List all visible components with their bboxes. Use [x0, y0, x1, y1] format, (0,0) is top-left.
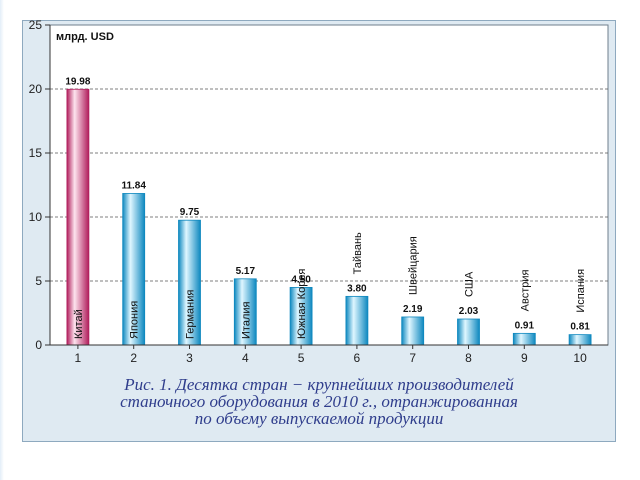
bars — [66, 88, 592, 346]
bar-1 — [66, 88, 90, 346]
data-label-10: 0.81 — [570, 322, 590, 333]
data-label-7: 2.19 — [403, 304, 423, 315]
caption-line-3: по объему выпускаемой продукции — [194, 409, 444, 428]
y-tick-label: 5 — [35, 274, 42, 288]
country-label-7: Швейцария — [408, 236, 420, 295]
data-label-8: 2.03 — [459, 306, 479, 317]
x-tick-label: 1 — [75, 351, 82, 365]
x-tick-label: 3 — [186, 351, 193, 365]
y-tick-label: 0 — [35, 338, 42, 352]
country-label-6: Тайвань — [352, 232, 364, 274]
country-label-9: Австрия — [519, 269, 531, 311]
data-label-5: 4.50 — [291, 274, 311, 285]
labels: 19.98 Китай 11.84 Япония 9.75 Германия 5.17 Ита… — [65, 76, 590, 339]
bar-10 — [568, 334, 592, 346]
caption-line-1: Рис. 1. Десятка стран − крупнейших произ… — [124, 375, 514, 394]
country-label-2: Япония — [129, 301, 141, 339]
left-margin-rule — [0, 0, 4, 480]
country-label-10: Испания — [575, 269, 587, 313]
data-label-1: 19.98 — [65, 76, 90, 87]
figure-caption: Рис. 1. Десятка стран − крупнейших произ… — [22, 376, 616, 427]
y-tick-label: 25 — [29, 18, 43, 32]
x-tick-label: 6 — [354, 351, 361, 365]
data-label-9: 0.91 — [515, 320, 535, 331]
country-label-4: Италия — [240, 301, 252, 339]
x-tick-label: 5 — [298, 351, 305, 365]
x-tick-label: 4 — [242, 351, 249, 365]
country-label-8: США — [464, 271, 476, 297]
data-label-2: 11.84 — [121, 180, 146, 191]
data-label-3: 9.75 — [180, 207, 200, 218]
bar-7 — [401, 316, 425, 346]
x-tick-label: 8 — [465, 351, 472, 365]
bar-9 — [512, 332, 536, 346]
bar-6 — [345, 295, 369, 346]
x-tick-label: 10 — [573, 351, 587, 365]
unit-label: млрд. USD — [56, 31, 114, 43]
y-tick-label: 15 — [29, 146, 43, 160]
x-tick-label: 9 — [521, 351, 528, 365]
country-label-5: Южная Корея — [296, 269, 308, 339]
y-tick-label: 10 — [29, 210, 43, 224]
country-label-1: Китай — [73, 309, 85, 339]
bar-8 — [457, 318, 480, 346]
country-label-3: Германия — [185, 290, 197, 339]
x-tick-label: 2 — [130, 351, 137, 365]
data-label-4: 5.17 — [236, 266, 256, 277]
caption-line-2: станочного оборудования в 2010 г., отран… — [120, 392, 518, 411]
axes: 0 5 10 15 20 25 1 2 3 4 5 6 7 8 9 10 — [29, 18, 608, 365]
x-tick-label: 7 — [409, 351, 416, 365]
y-tick-label: 20 — [29, 82, 43, 96]
data-label-6: 3.80 — [347, 283, 367, 294]
